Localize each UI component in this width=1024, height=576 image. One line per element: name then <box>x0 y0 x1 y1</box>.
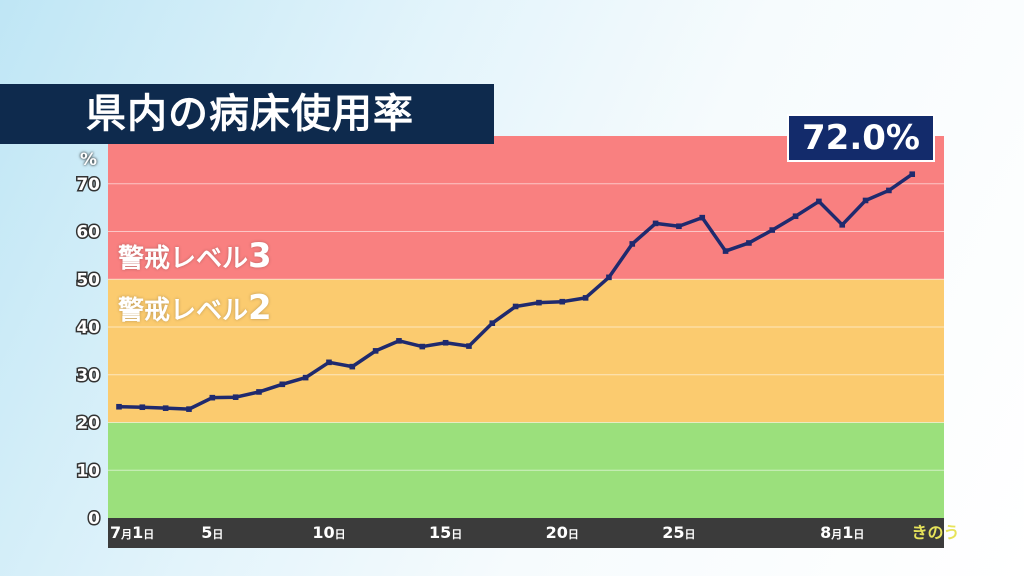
y-tick-label: 30 <box>76 366 100 386</box>
data-point <box>209 394 216 401</box>
x-tick-label: 10日 <box>312 523 345 542</box>
data-point <box>419 343 426 350</box>
y-tick-label: 50 <box>76 270 100 290</box>
zone-label-level3-number: 3 <box>248 236 272 276</box>
data-point <box>722 248 729 254</box>
x-tick-label: 20日 <box>546 523 579 542</box>
data-point <box>886 187 892 194</box>
x-tick-label: 5日 <box>201 523 223 542</box>
x-tick-label: きのう <box>912 523 960 542</box>
data-point <box>326 359 332 366</box>
data-point <box>606 274 612 281</box>
x-tick-label: 7月1日 <box>110 523 154 542</box>
data-point <box>652 220 659 227</box>
data-point <box>162 405 169 411</box>
data-point <box>302 374 309 381</box>
data-point <box>442 339 449 346</box>
y-tick-label: 20 <box>76 414 100 434</box>
data-point <box>769 227 776 233</box>
data-point <box>489 320 496 326</box>
data-point <box>746 240 752 246</box>
data-point <box>116 403 122 410</box>
data-point <box>629 241 636 247</box>
y-tick-label: 0 <box>88 509 100 529</box>
y-tick-label: 70 <box>76 175 100 195</box>
data-point <box>862 197 869 204</box>
zone-label-level3: 警戒レベル3 <box>118 236 272 276</box>
data-point <box>232 394 239 400</box>
data-point <box>396 338 402 344</box>
data-point <box>349 363 356 370</box>
data-point <box>186 406 192 412</box>
y-tick-label: 60 <box>76 223 100 243</box>
x-tick-label: 25日 <box>662 523 695 542</box>
x-tick-label: 8月1日 <box>820 523 864 542</box>
data-point <box>816 198 822 205</box>
latest-value-callout: 72.0% <box>787 114 935 162</box>
x-tick-label: 15日 <box>429 523 462 542</box>
data-point <box>279 381 286 388</box>
data-point <box>372 348 379 354</box>
data-point <box>792 213 799 220</box>
data-point <box>559 298 566 305</box>
y-tick-label: 40 <box>76 318 100 338</box>
data-point <box>512 303 519 310</box>
data-point <box>699 214 706 221</box>
data-point <box>676 223 682 230</box>
data-point <box>582 295 589 301</box>
data-point <box>256 389 262 395</box>
zone-label-level2: 警戒レベル2 <box>118 288 272 328</box>
page-title: 県内の病床使用率 <box>0 84 494 144</box>
zone-label-level3-prefix: 警戒レベル <box>118 244 249 274</box>
zone-label-level2-prefix: 警戒レベル <box>118 296 249 326</box>
data-point <box>909 171 916 177</box>
x-axis-bar <box>108 518 944 548</box>
zone-label-level2-number: 2 <box>248 288 272 328</box>
data-point <box>839 222 846 228</box>
data-point <box>466 343 472 349</box>
data-point <box>139 404 146 411</box>
y-tick-label: 10 <box>76 461 100 481</box>
y-axis-unit-label: % <box>80 150 98 170</box>
data-point <box>536 299 542 306</box>
